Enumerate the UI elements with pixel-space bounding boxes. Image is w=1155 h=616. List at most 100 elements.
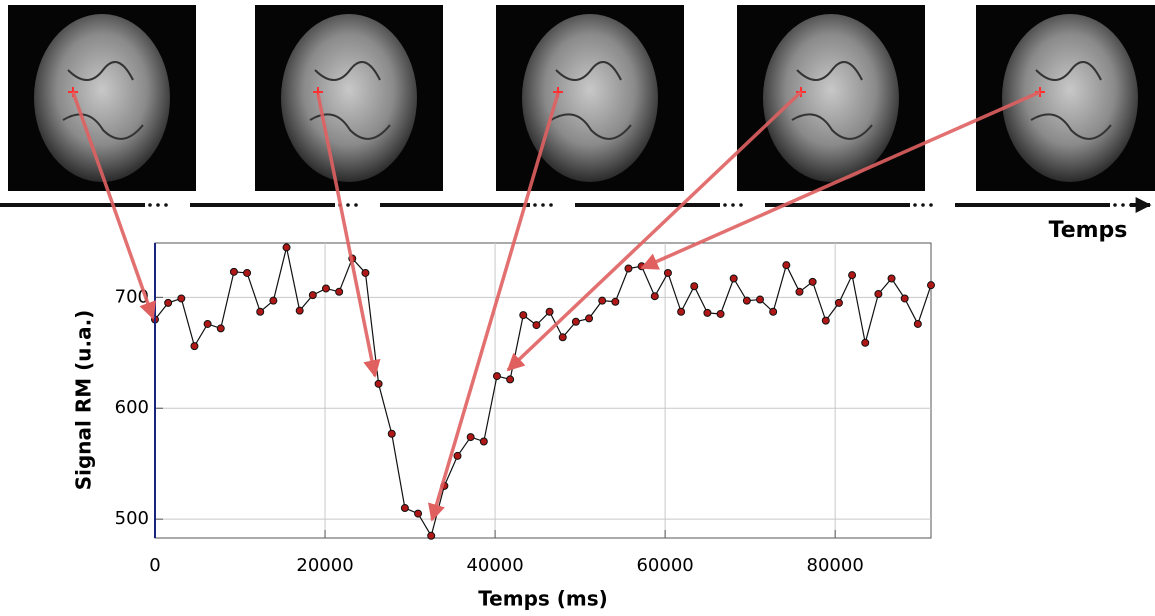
timeline-label: Temps <box>1049 218 1128 243</box>
data-point <box>427 531 436 540</box>
data-point <box>624 264 633 273</box>
data-point <box>414 509 423 518</box>
data-point <box>558 333 567 342</box>
data-point <box>795 287 804 296</box>
dot <box>723 203 727 207</box>
data-point <box>506 375 515 384</box>
data-point <box>203 319 212 328</box>
data-point <box>900 294 909 303</box>
data-point <box>453 451 462 460</box>
dot <box>148 203 152 207</box>
x-tick-label: 40000 <box>466 555 523 576</box>
dot <box>1129 203 1133 207</box>
data-point <box>243 268 252 277</box>
dot <box>156 203 160 207</box>
data-point <box>874 290 883 299</box>
arrows <box>71 90 1041 522</box>
data-point <box>295 306 304 315</box>
dot <box>1121 203 1125 207</box>
data-point <box>335 287 344 296</box>
arrow <box>316 93 381 378</box>
arrow <box>506 90 803 372</box>
dot <box>913 203 917 207</box>
data-point <box>164 298 173 307</box>
dot <box>739 203 743 207</box>
dot <box>164 203 168 207</box>
brain-fold <box>62 61 144 140</box>
data-point <box>282 243 291 252</box>
data-point <box>703 308 712 317</box>
data-point <box>479 437 488 446</box>
data-point <box>571 317 580 326</box>
data-point <box>887 274 896 283</box>
data-point <box>598 296 607 305</box>
dot <box>541 203 545 207</box>
data-point <box>782 261 791 270</box>
data-point <box>545 307 554 316</box>
data-point <box>400 504 409 513</box>
data-point <box>361 268 370 277</box>
data-point <box>927 281 935 290</box>
data-point <box>861 338 870 347</box>
data-point <box>321 284 330 293</box>
brain <box>281 14 417 182</box>
data-point <box>808 277 817 286</box>
data-point <box>821 316 830 325</box>
data-point <box>690 282 699 291</box>
data-point <box>466 433 475 442</box>
data-point <box>256 307 265 316</box>
data-point <box>834 298 843 307</box>
arrow <box>428 92 560 522</box>
brain <box>522 14 658 182</box>
data-point <box>492 372 501 381</box>
data-point <box>650 292 659 301</box>
data-point <box>769 307 778 316</box>
data-point <box>848 271 857 280</box>
data-point <box>716 309 725 318</box>
dot <box>533 203 537 207</box>
brain <box>1002 14 1138 182</box>
brain <box>763 14 899 182</box>
data-point <box>756 295 765 304</box>
data-point <box>677 307 686 316</box>
y-tick-label: 500 <box>115 508 149 529</box>
data-point <box>177 294 186 303</box>
data-point <box>729 274 738 283</box>
x-tick-label: 0 <box>149 555 160 576</box>
x-tick-label: 80000 <box>807 555 864 576</box>
timeline-dots <box>148 203 1133 207</box>
x-tick-label: 20000 <box>296 555 353 576</box>
data-point <box>190 342 199 351</box>
x-axis-label: Temps (ms) <box>478 587 608 611</box>
brain-fold <box>550 61 632 140</box>
data-point <box>742 296 751 305</box>
arrow <box>640 90 1041 270</box>
data-point <box>308 291 317 300</box>
dot <box>1113 203 1117 207</box>
data-point <box>663 268 672 277</box>
dot <box>731 203 735 207</box>
data-point <box>585 314 594 323</box>
dot <box>921 203 925 207</box>
data-point <box>269 296 278 305</box>
data-point <box>229 267 238 276</box>
brain-fold <box>791 61 873 140</box>
data-point <box>532 321 541 330</box>
x-tick-label: 60000 <box>636 555 693 576</box>
dot <box>549 203 553 207</box>
arrow <box>71 91 156 320</box>
data-point <box>216 324 225 333</box>
dot <box>929 203 933 207</box>
data-point <box>387 429 396 438</box>
brain <box>34 14 170 182</box>
data-point <box>611 297 620 306</box>
dot <box>354 203 358 207</box>
y-tick-label: 600 <box>115 397 149 418</box>
data-point <box>374 379 383 388</box>
data-point <box>913 319 922 328</box>
y-axis-label: Signal RM (u.a.) <box>72 310 96 491</box>
data-point <box>519 311 528 320</box>
image-strip <box>8 5 1155 191</box>
dot <box>346 203 350 207</box>
